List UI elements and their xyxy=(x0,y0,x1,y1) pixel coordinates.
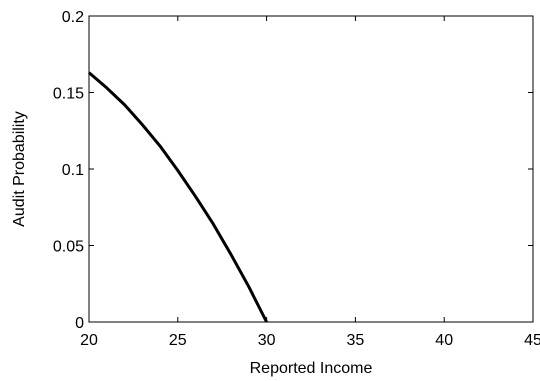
y-ticks: 0 0.05 0.1 0.15 0.2 xyxy=(53,9,533,332)
x-axis-label: Reported Income xyxy=(250,360,373,377)
x-tick-label: 30 xyxy=(258,332,276,349)
x-tick-label: 25 xyxy=(169,332,187,349)
x-tick-label: 40 xyxy=(435,332,453,349)
y-axis-label: Audit Probability xyxy=(11,111,28,227)
x-ticks: 20 25 30 35 40 45 xyxy=(80,16,540,349)
y-tick-label: 0.15 xyxy=(53,86,84,103)
series-layer xyxy=(88,71,268,323)
y-tick-label: 0.05 xyxy=(53,239,84,256)
series-line xyxy=(88,71,268,323)
y-tick-label: 0 xyxy=(75,315,84,332)
plot-area xyxy=(88,15,534,323)
x-tick-label: 45 xyxy=(524,332,540,349)
x-tick-label: 35 xyxy=(347,332,365,349)
y-tick-label: 0.2 xyxy=(62,9,84,26)
x-tick-label: 20 xyxy=(80,332,98,349)
y-tick-label: 0.1 xyxy=(62,162,84,179)
